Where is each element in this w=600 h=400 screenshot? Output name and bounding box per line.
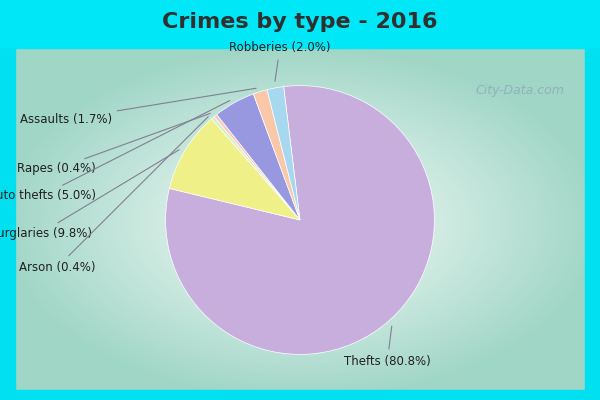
Text: Crimes by type - 2016: Crimes by type - 2016: [162, 12, 438, 32]
Wedge shape: [217, 94, 300, 220]
Text: City-Data.com: City-Data.com: [475, 84, 564, 97]
Text: Burglaries (9.8%): Burglaries (9.8%): [0, 150, 179, 240]
Wedge shape: [267, 87, 300, 220]
Text: Arson (0.4%): Arson (0.4%): [19, 117, 208, 274]
Text: Auto thefts (5.0%): Auto thefts (5.0%): [0, 100, 230, 202]
Bar: [0, 0, 600, 48]
Bar: [0, 390, 600, 400]
Text: Assaults (1.7%): Assaults (1.7%): [20, 88, 256, 126]
Text: Rapes (0.4%): Rapes (0.4%): [17, 113, 210, 176]
Wedge shape: [253, 90, 300, 220]
Wedge shape: [212, 117, 300, 220]
Text: Thefts (80.8%): Thefts (80.8%): [344, 326, 431, 368]
Bar: [585, 48, 600, 400]
Bar: [0, 48, 15, 400]
Wedge shape: [166, 86, 434, 354]
Text: Robberies (2.0%): Robberies (2.0%): [229, 42, 331, 81]
Wedge shape: [169, 119, 300, 220]
Wedge shape: [214, 114, 300, 220]
